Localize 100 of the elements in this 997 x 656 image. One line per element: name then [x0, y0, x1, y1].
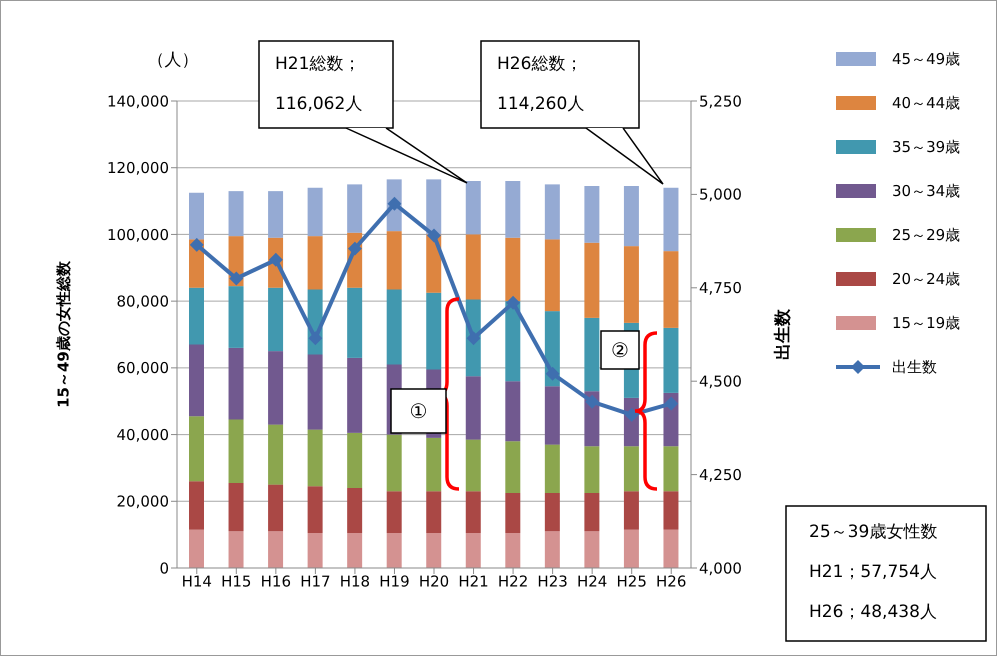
- bar: [544, 444, 560, 493]
- bar: [308, 188, 323, 236]
- y-tick-label: 20,000: [116, 492, 169, 511]
- annotation: ②: [611, 338, 629, 362]
- text: （人）: [148, 50, 198, 70]
- bar: [347, 184, 362, 233]
- bar: [308, 486, 323, 533]
- bar: [466, 234, 481, 300]
- bar: [544, 184, 560, 240]
- bar: [386, 289, 402, 365]
- bar: [347, 288, 362, 358]
- point: [229, 271, 244, 286]
- x-tick-label: H22: [498, 572, 528, 591]
- point: [664, 396, 678, 411]
- bar: [584, 531, 600, 568]
- bar: [347, 532, 362, 568]
- bar: [663, 491, 678, 530]
- legend-label: 出生数: [892, 358, 937, 376]
- bar: [268, 484, 284, 532]
- text: 25～39歳女性数 H21；57,754人 H26；48,438人: [809, 522, 938, 622]
- x-tick-label: H23: [537, 572, 568, 591]
- bar: [228, 482, 244, 532]
- bar: [268, 288, 284, 352]
- bar: [268, 424, 284, 485]
- legend-label: 25～29歳: [892, 226, 960, 244]
- point: [308, 331, 322, 346]
- point: [427, 228, 441, 242]
- bar: [584, 446, 600, 493]
- bar: [386, 532, 402, 568]
- point: [466, 331, 481, 346]
- x-tick-label: H26: [656, 572, 686, 591]
- bar: [663, 446, 678, 492]
- annotation: H21総数； 116,062人: [275, 54, 362, 114]
- bar: [544, 531, 560, 568]
- y-tick-label: 0: [159, 559, 169, 578]
- bar: [228, 286, 244, 348]
- bar: [466, 440, 481, 492]
- bar: [466, 532, 481, 568]
- bar: [663, 188, 678, 252]
- x-tick-label: H15: [221, 572, 252, 591]
- bar: [426, 532, 442, 568]
- x-tick-label: H19: [379, 572, 410, 591]
- bar: [544, 239, 560, 312]
- bar: [584, 242, 600, 318]
- bar: [663, 530, 678, 568]
- bar: [268, 191, 284, 238]
- x-tick-label: H21: [458, 572, 489, 591]
- legend-label: 40～44歳: [892, 94, 960, 112]
- bar: [426, 292, 442, 370]
- legend-label: 45～49歳: [892, 50, 960, 68]
- bar: [308, 430, 323, 486]
- bar: [347, 432, 362, 488]
- bar: [663, 251, 678, 328]
- x-tick-label: H14: [182, 572, 212, 591]
- bar: [663, 328, 678, 393]
- annotation: H26総数； 114,260人: [497, 54, 584, 114]
- y2-tick-label: 4,750: [699, 279, 742, 298]
- bar: [268, 531, 284, 568]
- bar: [189, 481, 204, 530]
- point: [506, 296, 520, 310]
- bar: [466, 376, 481, 440]
- bar: [505, 181, 520, 238]
- x-tick-label: H24: [576, 572, 608, 591]
- bar: [624, 186, 639, 246]
- bar: [544, 386, 560, 445]
- y2-axis-title: 出生数: [773, 308, 794, 360]
- point: [546, 366, 560, 381]
- bar: [624, 446, 639, 492]
- bar: [505, 492, 520, 533]
- y2-tick-label: 4,500: [699, 372, 742, 391]
- y2-tick-label: 4,250: [699, 466, 742, 484]
- x-tick-label: H20: [418, 572, 450, 591]
- bar: [228, 191, 244, 236]
- bar: [308, 354, 323, 430]
- bar: [228, 348, 244, 420]
- y-tick-label: 80,000: [116, 292, 169, 310]
- y-tick-label: 140,000: [106, 92, 169, 110]
- callout-box: H21総数； 116,062人: [258, 40, 468, 184]
- x-tick-label: H25: [616, 572, 647, 591]
- bar: [189, 416, 204, 482]
- point: [348, 242, 362, 256]
- y-tick-label: 100,000: [106, 226, 169, 244]
- bar: [505, 238, 520, 302]
- bar: [228, 531, 244, 568]
- bar: [386, 491, 402, 533]
- legend-label: 35～39歳: [892, 138, 960, 156]
- y-tick-label: 120,000: [106, 159, 169, 178]
- point: [190, 238, 204, 252]
- y-tick-label: 60,000: [116, 359, 169, 378]
- legend-label: 20～24歳: [892, 270, 960, 288]
- legend-label: 30～34歳: [892, 182, 960, 200]
- bar: [426, 438, 442, 492]
- bar: [347, 488, 362, 533]
- bar: [228, 420, 244, 483]
- y2-tick-label: 4,000: [699, 559, 742, 578]
- x-tick-label: H18: [340, 572, 370, 591]
- bar: [189, 344, 204, 416]
- bar: [308, 236, 323, 290]
- bar: [386, 434, 402, 492]
- bar: [189, 288, 204, 345]
